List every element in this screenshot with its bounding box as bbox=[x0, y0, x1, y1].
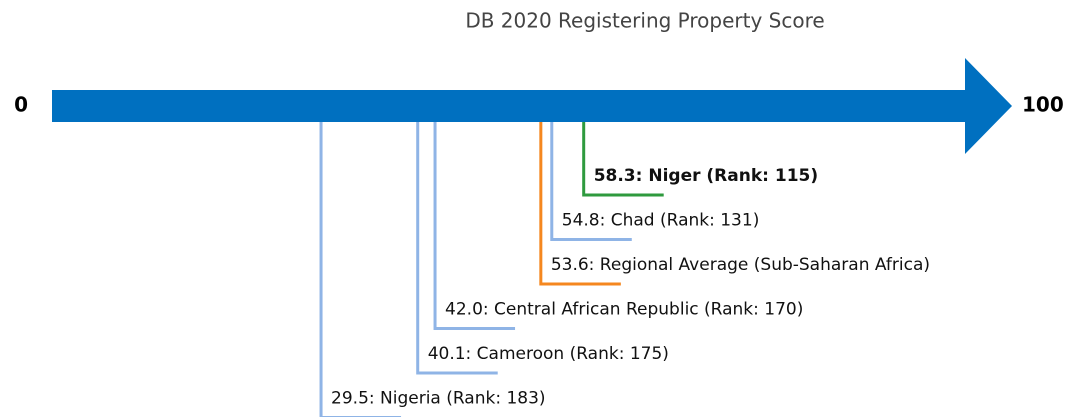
leader-line bbox=[416, 122, 498, 375]
point-label: 53.6: Regional Average (Sub-Saharan Afri… bbox=[551, 255, 930, 275]
leader-line bbox=[550, 122, 632, 241]
point-label: 42.0: Central African Republic (Rank: 17… bbox=[445, 300, 803, 320]
x-tick-label: 100 bbox=[1022, 93, 1064, 117]
axis-arrow bbox=[52, 58, 1012, 154]
point-label: 58.3: Niger (Rank: 115) bbox=[594, 166, 818, 186]
leader-line bbox=[433, 122, 516, 330]
leader-line bbox=[582, 122, 664, 197]
x-tick-label: 0 bbox=[14, 93, 28, 117]
chart-title: DB 2020 Registering Property Score bbox=[465, 9, 824, 33]
leader-line bbox=[319, 122, 402, 417]
point-label: 29.5: Nigeria (Rank: 183) bbox=[331, 389, 546, 409]
leader-line bbox=[539, 122, 621, 286]
point-label: 40.1: Cameroon (Rank: 175) bbox=[428, 344, 669, 364]
point-label: 54.8: Chad (Rank: 131) bbox=[562, 211, 760, 231]
